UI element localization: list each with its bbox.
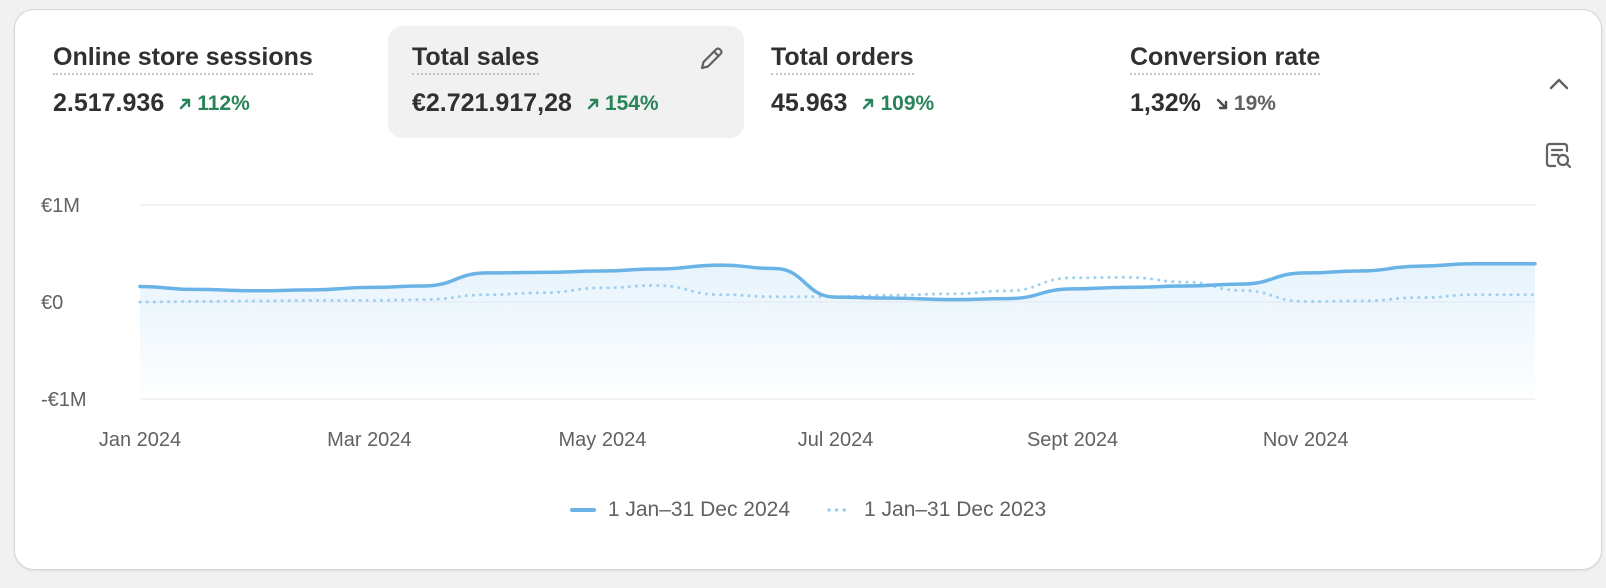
metric-change-value: 109% — [880, 91, 935, 115]
metric-change: 19% — [1215, 92, 1276, 116]
series-line-2024 — [138, 261, 1537, 302]
metric-total-sales[interactable]: Total sales €2.721.917,28 154% — [388, 26, 744, 138]
sales-chart: €1M €0 -€1M Jan 2024 Mar 2024 May 2024 Jul 202… — [41, 195, 1537, 451]
legend-solid-line-icon — [569, 508, 596, 512]
metric-change-value: 154% — [604, 91, 659, 115]
x-tick-label: Sept 2024 — [1027, 429, 1118, 451]
y-tick-label: €1M — [41, 195, 80, 217]
area-layer — [140, 263, 1535, 399]
x-tick-label: Nov 2024 — [1263, 429, 1349, 451]
series-layer — [138, 261, 1537, 304]
metric-value: 2.517.936 — [53, 89, 165, 117]
arrow-down-right-icon — [1216, 98, 1228, 109]
metric-change: 112% — [178, 92, 250, 116]
arrow-up-right-icon — [587, 98, 599, 109]
x-tick-label: Jul 2024 — [798, 429, 874, 451]
x-tick-label: May 2024 — [559, 429, 647, 451]
metric-title[interactable]: Total orders — [771, 42, 914, 75]
metric-conversion-rate[interactable]: Conversion rate 1,32% 19% — [1106, 26, 1462, 138]
x-tick-label: Mar 2024 — [327, 429, 412, 451]
chart-legend: 1 Jan–31 Dec 2024 1 Jan–31 Dec 2023 — [15, 498, 1601, 522]
area-fill — [140, 263, 1535, 399]
label-layer: €1M €0 -€1M Jan 2024 Mar 2024 May 2024 Jul 202… — [41, 195, 1348, 451]
legend-label: 1 Jan–31 Dec 2023 — [864, 498, 1047, 521]
y-tick-label: -€1M — [41, 389, 87, 411]
metric-value: 1,32% — [1130, 89, 1201, 117]
legend-label: 1 Jan–31 Dec 2024 — [607, 498, 790, 521]
metric-title[interactable]: Total sales — [412, 42, 540, 75]
metric-change: 109% — [861, 92, 934, 116]
y-tick-label: €0 — [41, 292, 63, 314]
metric-value: €2.721.917,28 — [412, 89, 572, 117]
pencil-icon[interactable] — [694, 42, 728, 76]
arrow-up-right-icon — [863, 98, 874, 109]
metric-online-store-sessions[interactable]: Online store sessions 2.517.936 112% — [29, 26, 385, 138]
legend-item-previous[interactable]: 1 Jan–31 Dec 2023 — [826, 498, 1046, 522]
legend-dotted-line-icon — [827, 508, 852, 512]
series-line-2023 — [138, 275, 1537, 304]
metric-change-value: 19% — [1233, 91, 1276, 115]
x-tick-label: Jan 2024 — [99, 429, 181, 451]
metric-change: 154% — [586, 92, 659, 116]
metric-title[interactable]: Conversion rate — [1130, 42, 1321, 75]
metric-value: 45.963 — [771, 89, 848, 117]
metric-total-orders[interactable]: Total orders 45.963 109% — [747, 26, 1103, 138]
analytics-card: Online store sessions 2.517.936 112% Tot… — [14, 9, 1602, 570]
chevron-up-icon[interactable] — [1543, 68, 1575, 100]
metric-change-value: 112% — [197, 91, 250, 115]
legend-item-current[interactable]: 1 Jan–31 Dec 2024 — [569, 498, 790, 522]
report-search-icon[interactable] — [1541, 138, 1575, 172]
metric-title[interactable]: Online store sessions — [53, 42, 313, 75]
arrow-up-right-icon — [180, 98, 191, 109]
